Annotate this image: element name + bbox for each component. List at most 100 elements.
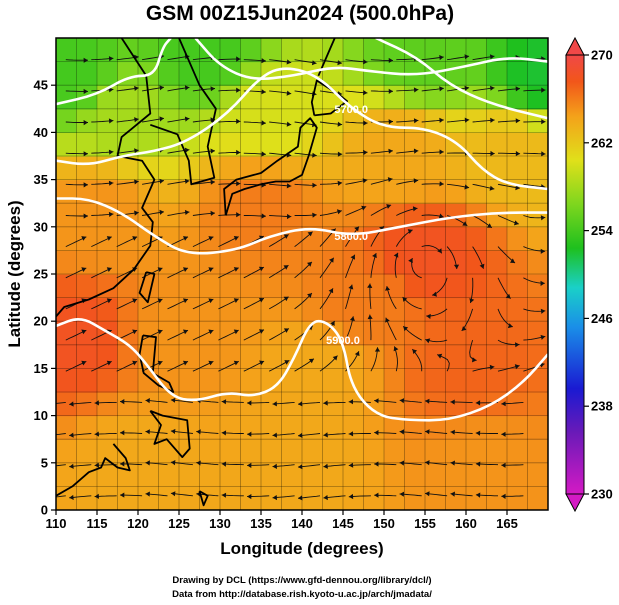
streamline-arrow <box>348 462 354 468</box>
streamline-arrow <box>425 398 430 404</box>
field-cell <box>384 415 406 440</box>
field-cell <box>179 486 201 510</box>
streamline-arrow <box>106 267 112 272</box>
field-cell <box>466 250 488 275</box>
field-cell <box>240 61 262 86</box>
field-cell <box>466 108 488 133</box>
colorbar-body <box>565 54 585 495</box>
x-tick-label: 160 <box>455 516 477 531</box>
streamline-arrow <box>170 428 176 434</box>
streamline-arrow <box>412 206 418 212</box>
streamline-arrow <box>540 334 546 340</box>
streamline-arrow <box>157 360 163 366</box>
streamline-arrow <box>479 263 485 269</box>
field-cell <box>97 61 119 86</box>
streamline-arrow <box>475 430 481 436</box>
field-cell <box>281 203 303 228</box>
field-cell <box>281 85 303 110</box>
field-cell <box>527 156 548 181</box>
streamline-arrow <box>208 236 214 241</box>
streamline-arrow <box>208 267 214 272</box>
streamline-arrow <box>349 316 355 322</box>
streamline-arrow <box>108 87 114 93</box>
field-cell <box>179 297 201 322</box>
field-cell <box>507 85 529 110</box>
field-cell <box>384 85 406 110</box>
x-axis-label: Longitude (degrees) <box>220 539 383 558</box>
field-cell <box>261 61 283 86</box>
field-cell <box>281 415 303 440</box>
field-cell <box>486 179 508 204</box>
streamline-arrow <box>184 116 190 122</box>
streamline-arrow <box>236 118 241 124</box>
streamline-arrow <box>157 267 163 272</box>
colorbar-tick-label: 246 <box>591 311 613 326</box>
field-cell <box>425 297 447 322</box>
field-cell <box>56 250 78 275</box>
field-cell <box>302 368 324 393</box>
field-cell <box>425 250 447 275</box>
field-cell <box>76 132 98 157</box>
field-cell <box>56 108 78 133</box>
streamline-arrow <box>287 213 292 220</box>
streamline-arrow <box>462 221 468 226</box>
field-cell <box>384 462 406 487</box>
field-cell <box>261 415 283 440</box>
field-cell <box>158 462 180 487</box>
streamline-arrow <box>515 342 520 348</box>
field-cell <box>507 297 529 322</box>
field-cell <box>425 439 447 464</box>
field-cell <box>343 368 365 393</box>
field-cell <box>466 462 488 487</box>
field-cell <box>404 439 426 464</box>
field-cell <box>158 274 180 299</box>
field-cell <box>138 439 160 464</box>
field-cell <box>425 392 447 417</box>
streamline-arrow <box>247 462 252 468</box>
field-cell <box>486 156 508 181</box>
streamline-arrow <box>472 357 477 363</box>
field-cell <box>199 61 221 86</box>
field-cell <box>527 250 548 275</box>
field-cell <box>486 321 508 346</box>
field-cell <box>302 250 324 275</box>
streamline-arrow <box>134 148 139 154</box>
streamline-arrow <box>258 235 264 241</box>
streamline-arrow <box>361 205 367 211</box>
y-axis-ticks: 0 5 10 15 20 25 30 35 40 45 <box>34 78 56 518</box>
field-cell <box>466 439 488 464</box>
field-cell <box>220 368 242 393</box>
contour-line <box>56 38 172 106</box>
field-cell <box>425 226 447 251</box>
field-cell <box>466 38 488 63</box>
streamline-arrow <box>413 148 419 154</box>
field-cell <box>179 368 201 393</box>
streamline-arrow <box>540 280 545 286</box>
field-cell <box>117 439 139 464</box>
field-cell <box>527 179 548 204</box>
field-cell <box>56 156 78 181</box>
coastline <box>138 334 175 393</box>
field-cell <box>158 344 180 369</box>
streamline-arrow <box>374 398 379 404</box>
streamline-arrow <box>94 431 99 437</box>
field-cell <box>97 250 119 275</box>
field-cell <box>179 392 201 417</box>
field-cell <box>199 203 221 228</box>
streamline-arrow <box>83 120 88 126</box>
field-cell <box>179 344 201 369</box>
streamline-arrow <box>407 229 413 234</box>
field-cell <box>507 439 529 464</box>
contour-label: 5700.0 <box>334 104 368 116</box>
field-cell <box>425 415 447 440</box>
field-cell <box>343 156 365 181</box>
field-cell <box>220 486 242 510</box>
field-cell <box>302 415 324 440</box>
field-cell <box>56 368 78 393</box>
field-cell <box>117 297 139 322</box>
field-cell <box>158 321 180 346</box>
field-cell <box>527 368 548 393</box>
field-cell <box>486 132 508 157</box>
field-cell <box>343 392 365 417</box>
streamline-arrow <box>337 60 342 66</box>
